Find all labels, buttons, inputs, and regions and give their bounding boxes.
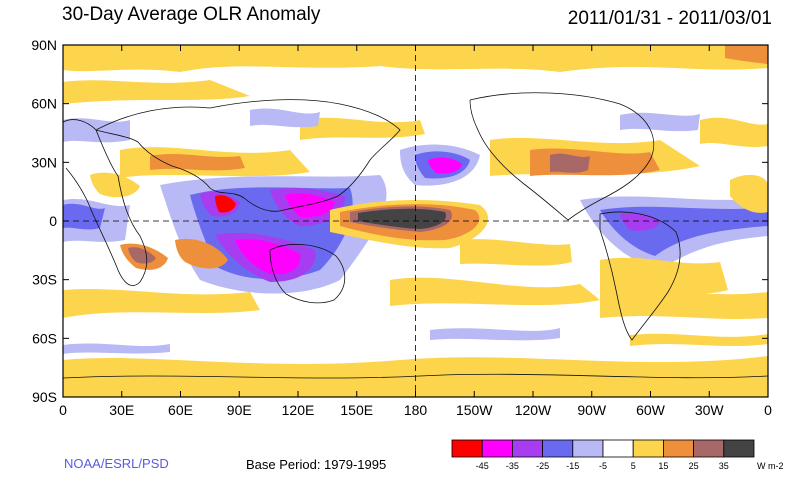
lon-tick-label: 90W	[577, 402, 607, 418]
australia-outline	[269, 244, 346, 304]
lat-tick-label: 90N	[31, 37, 57, 53]
colorbar-swatch	[723, 439, 755, 458]
colorbar-swatch	[663, 439, 695, 458]
colorbar-swatch	[632, 439, 664, 458]
lon-tick-label: 120W	[515, 402, 552, 418]
lat-tick-label: 60S	[32, 330, 57, 346]
colorbar-label: -35	[506, 461, 519, 471]
lat-tick-label: 30S	[32, 272, 57, 288]
colorbar: -45 -35 -25 -15 -5 5 15 25 35 W m-2	[451, 439, 784, 471]
latitude-axis: 90N 60N 30N 0 30S 60S 90S	[31, 37, 768, 405]
colorbar-swatch	[512, 439, 544, 458]
colorbar-label: 5	[631, 461, 636, 471]
lon-tick-label: 30E	[109, 402, 134, 418]
date-range: 2011/01/31 - 2011/03/01	[567, 8, 772, 29]
colorbar-swatch	[693, 439, 725, 458]
colorbar-label: 35	[719, 461, 729, 471]
coastlines	[63, 92, 768, 379]
colorbar-swatch	[572, 439, 604, 458]
colorbar-units: W m-2	[757, 461, 784, 471]
colorbar-swatch	[602, 439, 634, 458]
colorbar-label: 25	[689, 461, 699, 471]
anomaly-shading	[63, 45, 768, 397]
longitude-axis: 0 30E 60E 90E 120E 150E 180 150W 120W 90W 60W 30W 0	[59, 45, 772, 418]
lon-tick-label: 120E	[282, 402, 315, 418]
map-title: 30-Day Average OLR Anomaly	[62, 4, 321, 25]
lon-tick-label: 60E	[168, 402, 193, 418]
credit-label: NOAA/ESRL/PSD	[64, 456, 169, 471]
north-america-outline	[469, 92, 655, 221]
colorbar-swatch	[451, 439, 483, 458]
lon-tick-label: 0	[59, 402, 67, 418]
south-america-outline	[599, 211, 681, 341]
africa-outline	[63, 119, 148, 286]
colorbar-label: 15	[658, 461, 668, 471]
lat-tick-label: 30N	[31, 154, 57, 170]
lon-tick-label: 0	[764, 402, 772, 418]
lon-tick-label: 30W	[695, 402, 725, 418]
lat-tick-label: 0	[49, 213, 57, 229]
lon-tick-label: 150E	[340, 402, 373, 418]
lon-tick-label: 180	[404, 402, 428, 418]
antarctica-outline	[63, 373, 768, 379]
colorbar-label: -45	[476, 461, 489, 471]
colorbar-label: -25	[536, 461, 549, 471]
lon-tick-label: 150W	[456, 402, 493, 418]
base-period-label: Base Period: 1979-1995	[246, 457, 387, 472]
colorbar-swatch	[542, 439, 574, 458]
colorbar-swatch	[481, 439, 513, 458]
eurasia-outline	[95, 99, 401, 212]
lon-tick-label: 60W	[636, 402, 666, 418]
lon-tick-label: 90E	[227, 402, 252, 418]
lat-tick-label: 90S	[32, 389, 57, 405]
colorbar-label: -15	[566, 461, 579, 471]
lat-tick-label: 60N	[31, 96, 57, 112]
colorbar-label: -5	[599, 461, 607, 471]
